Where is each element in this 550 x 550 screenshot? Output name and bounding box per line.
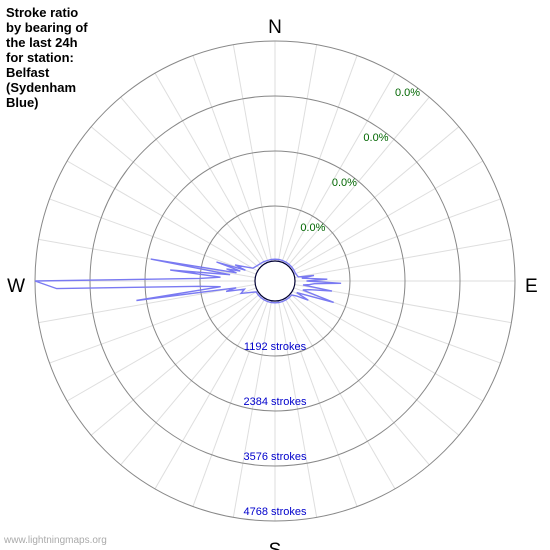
inner-circle	[255, 261, 295, 301]
ring-label: 4768 strokes	[244, 506, 307, 518]
percent-label: 0.0%	[332, 177, 357, 189]
cardinal-W: W	[7, 276, 25, 297]
cardinal-E: E	[525, 276, 538, 297]
credit-text: www.lightningmaps.org	[4, 535, 107, 546]
ring-label: 3576 strokes	[244, 451, 307, 463]
percent-label: 0.0%	[300, 222, 325, 234]
percent-label: 0.0%	[363, 132, 388, 144]
ring-label: 1192 strokes	[244, 341, 307, 353]
chart-title: Stroke ratio by bearing of the last 24h …	[6, 6, 88, 111]
cardinal-S: S	[269, 540, 282, 550]
percent-label: 0.0%	[395, 87, 420, 99]
ring-label: 2384 strokes	[244, 396, 307, 408]
percent-labels: 0.0% 0.0% 0.0% 0.0%	[300, 87, 420, 234]
cardinal-N: N	[268, 17, 282, 38]
